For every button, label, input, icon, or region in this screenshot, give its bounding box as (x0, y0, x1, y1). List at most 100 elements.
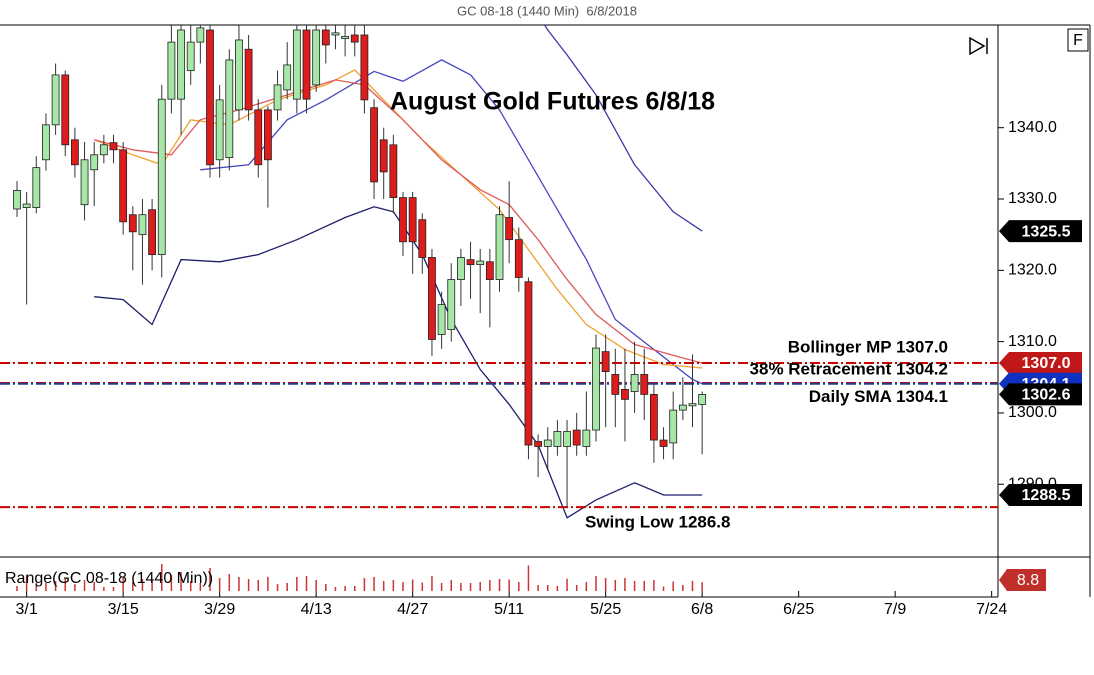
candle-body (659, 439, 668, 447)
candle-body (235, 39, 243, 111)
x-tick-label: 3/15 (108, 601, 139, 618)
candle-body (341, 36, 350, 39)
candle-body (485, 261, 494, 280)
y-tick-label: 1310.0 (1008, 333, 1057, 350)
candle-body (157, 98, 166, 256)
candle-body (302, 29, 311, 100)
candle-body (669, 409, 678, 444)
candle-body (505, 217, 514, 241)
price-tag-label: 1307.0 (1022, 355, 1071, 372)
candle-body (61, 74, 70, 146)
candle-body (630, 374, 639, 392)
range-panel (16, 564, 703, 591)
price-tag (999, 483, 1082, 506)
candle-body (138, 214, 147, 236)
candle-body (360, 34, 369, 101)
candle-body (244, 48, 253, 111)
candle-body (80, 159, 89, 206)
x-tick-label: 4/27 (397, 601, 428, 618)
candle-body (592, 347, 600, 431)
price-tag (999, 352, 1082, 375)
candle-body (678, 404, 687, 411)
reference-label: Daily SMA 1304.1 (809, 387, 948, 406)
y-tick-label: 1300.0 (1008, 404, 1057, 421)
candle-body (650, 394, 658, 441)
candle-body (22, 203, 31, 208)
candle-body (42, 124, 50, 161)
candle-body (254, 109, 263, 166)
x-tick-label: 7/9 (884, 601, 906, 618)
x-tick-label: 5/25 (590, 601, 621, 618)
reference-label: Bollinger MP 1307.0 (788, 338, 948, 357)
candle-body (601, 351, 610, 372)
candle-body (225, 59, 234, 159)
candle-body (350, 34, 359, 43)
candle-body (206, 29, 214, 166)
x-tick-label: 3/1 (16, 601, 38, 618)
candle-body (698, 394, 707, 405)
candle-body (51, 74, 60, 126)
candle-body (119, 149, 128, 223)
price-panel (0, 25, 998, 519)
candle-body (215, 99, 224, 161)
candle-body (90, 154, 99, 171)
y-tick-label: 1330.0 (1008, 190, 1057, 207)
scroll-end-icon[interactable] (969, 36, 988, 56)
f-button[interactable] (1067, 28, 1089, 52)
price-tag-label: 1302.6 (1022, 387, 1071, 404)
candle-body (186, 41, 195, 72)
candle-body (428, 257, 436, 340)
reference-label: Swing Low 1286.8 (585, 513, 731, 532)
f-button-label[interactable]: F (1073, 32, 1083, 49)
candle-body (148, 209, 157, 256)
candle-body (32, 167, 41, 208)
candle-body (389, 144, 398, 198)
candle-body (418, 219, 427, 258)
indicator-line (94, 206, 703, 519)
candle-body (321, 29, 330, 46)
candle-body (543, 439, 552, 447)
chart-title: August Gold Futures 6/8/18 (390, 88, 715, 116)
x-tick-label: 5/11 (494, 601, 524, 618)
candle-body (109, 142, 118, 151)
x-tick-label: 4/13 (301, 601, 332, 618)
candle-body (456, 257, 465, 280)
x-tick-label: 6/25 (783, 601, 814, 618)
annotations: 1290.01300.01310.01320.01330.01340.03/13… (5, 88, 1082, 618)
candle-body (99, 144, 108, 156)
candle-body (71, 139, 79, 166)
indicator-line (543, 25, 703, 232)
candle-body (128, 214, 137, 233)
candle-body (273, 84, 282, 111)
range-title: Range(GC 08-18 (1440 Min)) (5, 570, 213, 587)
price-tag-label: 1325.5 (1022, 223, 1071, 240)
candle-body (331, 32, 340, 36)
price-tag (999, 383, 1082, 406)
candle-body (399, 197, 407, 243)
y-tick-label: 1320.0 (1008, 262, 1057, 279)
candle-body (514, 239, 523, 278)
reference-label: 38% Retracement 1304.2 (750, 359, 948, 378)
candle-body (196, 27, 205, 43)
candle-body (177, 29, 185, 100)
candle-body (167, 41, 176, 100)
indicator-line (94, 79, 703, 364)
range-tag-label: 8.8 (1017, 572, 1039, 589)
chart-subtitle: GC 08-18 (1440 Min) 6/8/2018 (457, 3, 637, 18)
candle-body (563, 431, 571, 447)
candle-body (379, 139, 388, 173)
play-icon (969, 36, 986, 56)
candle-body (640, 374, 649, 395)
range-tag (999, 569, 1046, 591)
candle-body (312, 29, 321, 86)
price-tag (999, 220, 1082, 243)
candle-body (524, 281, 533, 446)
candle-body (495, 214, 504, 280)
y-tick-label: 1340.0 (1008, 119, 1057, 136)
candle-body (621, 389, 629, 400)
candle-body (611, 374, 620, 395)
candle-body (688, 403, 697, 407)
candle-body (263, 109, 272, 161)
candle-body (572, 429, 581, 446)
